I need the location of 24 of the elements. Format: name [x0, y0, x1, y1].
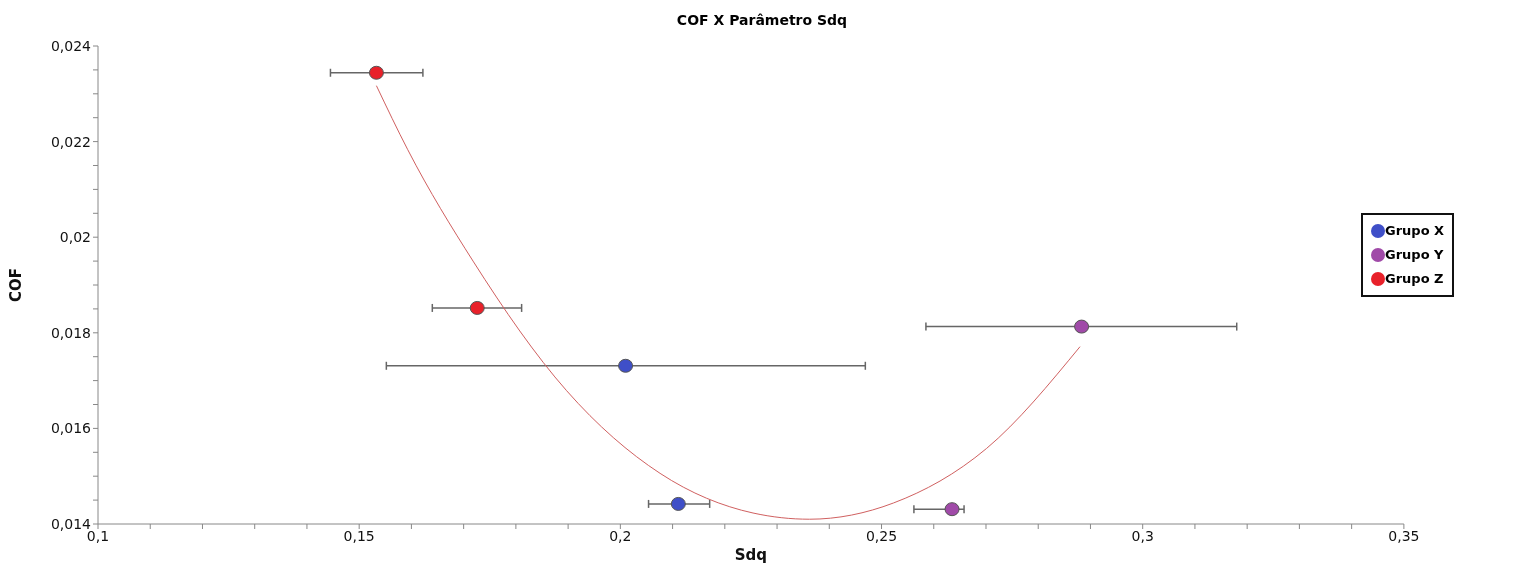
y-tick-label: 0,022: [50, 133, 91, 150]
x-axis-title: Sdq: [734, 546, 768, 564]
legend-label: Grupo Z: [1385, 270, 1444, 288]
point: [670, 496, 686, 511]
x-tick-label: 0,2: [609, 527, 632, 544]
x-tick-label: 0,35: [1388, 527, 1420, 544]
x-tick-label: 0,25: [865, 527, 898, 544]
y-tick-label: 0,02: [59, 229, 91, 246]
legend-label: Grupo X: [1385, 222, 1445, 240]
line-series: [375, 85, 1081, 520]
y-tick-label: 0,016: [50, 420, 92, 437]
y-tick-label: 0,014: [50, 515, 92, 532]
y-tick-label: 0,018: [50, 324, 91, 341]
point: [618, 358, 634, 373]
point: [944, 502, 960, 517]
chart-title: COF X Parâmetro Sdq: [675, 12, 849, 28]
x-tick-label: 0,3: [1131, 527, 1154, 544]
legend-label: Grupo Y: [1385, 246, 1444, 264]
point: [1074, 319, 1090, 334]
point: [368, 65, 384, 80]
y-axis-title: COF: [7, 267, 26, 303]
y-tick-label: 0,024: [50, 37, 92, 54]
x-tick-label: 0,15: [343, 527, 375, 544]
point: [469, 300, 485, 315]
